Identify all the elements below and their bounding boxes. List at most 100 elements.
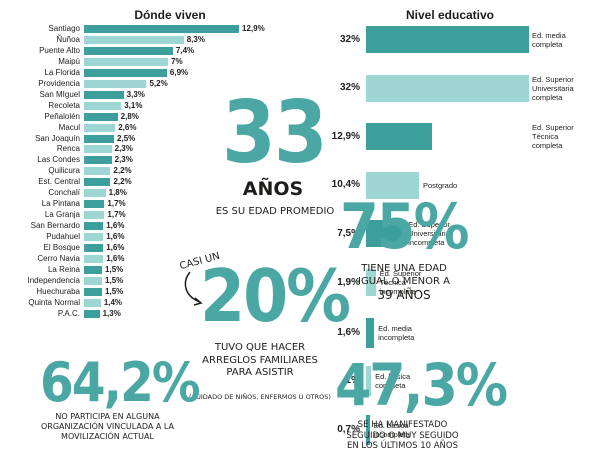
comuna-row: Las Condes 2,3% xyxy=(0,155,600,165)
education-label-line: Universitaria xyxy=(408,229,450,239)
comuna-label: La Florida xyxy=(44,67,80,77)
pct75-number: 75% xyxy=(340,190,470,263)
education-value-label: 12,9% xyxy=(331,130,360,142)
education-label: Ed. Superior Universitaria completa xyxy=(532,75,574,102)
comuna-bar xyxy=(84,79,147,88)
comuna-value-label: 2,2% xyxy=(113,177,132,187)
education-label: Ed. básica completa xyxy=(375,372,410,390)
comuna-label: Independencia xyxy=(27,275,81,285)
comuna-bar xyxy=(84,233,104,242)
comuna-value-label: 1,4% xyxy=(103,297,123,307)
comuna-label: Recoleta xyxy=(48,100,80,110)
age-average-number: 33 xyxy=(222,83,328,183)
comuna-row: El Bosque 1,6% xyxy=(0,243,600,253)
comuna-label: Cerro Navia xyxy=(37,253,80,263)
pct64-caption: NO PARTICIPA EN ALGUNA ORGANIZACIÓN VINC… xyxy=(35,412,180,442)
comuna-label: Maipú xyxy=(58,56,80,66)
comuna-row: La Florida 6,9% xyxy=(0,68,600,78)
education-label: Ed. media completa xyxy=(532,31,566,49)
education-value-label: 7,5% xyxy=(337,227,360,239)
comuna-label: Providencia xyxy=(38,78,80,88)
comuna-label: San MIguel xyxy=(39,89,80,99)
comuna-row: Maipú 7% xyxy=(0,57,600,67)
education-label-line: Ed. media xyxy=(532,30,566,40)
comuna-bar xyxy=(84,287,103,296)
education-value-label: 0,7% xyxy=(337,423,360,435)
comuna-value-label: 3,1% xyxy=(124,100,143,110)
education-label: Ed. media incompleta xyxy=(378,324,414,342)
comuna-bar xyxy=(84,200,105,209)
comuna-label: Huechuraba xyxy=(36,286,80,296)
comuna-label: Quinta Normal xyxy=(28,297,80,307)
education-bar xyxy=(366,220,405,248)
education-label-line: Ed. media xyxy=(378,323,412,333)
age-unit-label: AÑOS xyxy=(242,178,304,200)
comuna-value-label: 7% xyxy=(171,56,183,66)
comuna-bar xyxy=(84,35,184,44)
comuna-bar xyxy=(84,309,100,318)
comuna-bar xyxy=(84,178,111,187)
comuna-label: San Bernardo xyxy=(30,221,80,231)
pct64-caption-line: ORGANIZACIÓN VINCULADA A LA xyxy=(41,422,174,431)
pct47-number: 47,3% xyxy=(335,351,508,419)
education-label-line: incompleta xyxy=(373,429,410,439)
education-label: Ed. Superior Técnica completa xyxy=(532,123,574,150)
comuna-bar xyxy=(84,189,106,198)
comuna-value-label: 1,3% xyxy=(102,308,121,318)
comuna-value-label: 12,9% xyxy=(242,24,265,33)
education-label: Postgrado xyxy=(423,181,457,190)
education-label-line: completa xyxy=(532,141,563,151)
comuna-row: P.A.C. 1,3% xyxy=(0,309,600,319)
education-value-label: 10,4% xyxy=(331,179,360,191)
education-label-line: incompleta xyxy=(378,332,415,342)
education-label-line: Ed. Superior xyxy=(532,123,574,133)
comuna-label: Conchalí xyxy=(48,188,80,198)
education-value-label: 1,6% xyxy=(337,326,360,338)
education-label-line: completa xyxy=(532,92,563,102)
education-label-line: completa xyxy=(375,381,406,391)
comuna-row: La Reina 1,5% xyxy=(0,265,600,275)
comuna-value-label: 1,7% xyxy=(107,199,126,209)
comuna-value-label: 2,8% xyxy=(120,111,139,121)
comuna-value-label: 1,5% xyxy=(105,264,124,274)
curved-arrow-icon xyxy=(184,271,203,306)
education-label: Ed. Superior Técnica incompleta xyxy=(380,269,422,296)
comuna-value-label: 2,5% xyxy=(117,133,136,143)
education-value-label: 32% xyxy=(339,82,360,94)
comuna-value-label: 8,3% xyxy=(186,34,205,44)
pct20-number: 20% xyxy=(200,254,351,338)
comuna-value-label: 1,6% xyxy=(106,243,125,252)
comuna-bar xyxy=(84,90,124,99)
comuna-value-label: 5,2% xyxy=(149,78,168,88)
comuna-row: Conchalí 1,8% xyxy=(0,188,600,198)
education-value-label: 1,9% xyxy=(337,276,360,288)
pct47-caption-line: SEGUIDO O MUY SEGUIDO xyxy=(346,430,459,441)
pct20-caption: TUVO QUE HACER ARREGLOS FAMILIARES PARA … xyxy=(195,342,325,380)
comuna-value-label: 2,3% xyxy=(114,144,133,154)
right-chart-title: Nivel educativo xyxy=(405,8,495,22)
comuna-row: Quinta Normal 1,4% xyxy=(0,298,600,308)
comuna-bar xyxy=(84,68,167,77)
comuna-row: Providencia 5,2% xyxy=(0,79,600,89)
comuna-row: Santiago 12,9% xyxy=(0,24,600,34)
comuna-value-label: 7,4% xyxy=(175,45,195,55)
comuna-label: P.A.C. xyxy=(57,308,80,318)
education-bar xyxy=(366,123,432,151)
pct75-caption-line: IGUAL O MENOR A xyxy=(358,275,450,287)
education-label-line: Postgrado xyxy=(422,180,458,190)
comuna-label: Peñalolén xyxy=(44,111,80,121)
pct64-caption-line: NO PARTICIPA EN ALGUNA xyxy=(55,412,160,421)
education-label-line: completa xyxy=(532,39,563,49)
education-label-line: Técnica xyxy=(532,132,559,142)
comuna-row: Cerro Navia 1,6% xyxy=(0,254,600,264)
education-bar xyxy=(366,366,372,397)
education-bar xyxy=(366,414,370,445)
comuna-row: La Granja 1,7% xyxy=(0,210,600,220)
education-label-line: incompleta xyxy=(379,287,416,296)
pct20-caption-line: ARREGLOS FAMILIARES xyxy=(202,354,318,366)
comuna-label: Est. Central xyxy=(38,177,80,187)
comuna-bar xyxy=(84,112,118,121)
education-label-line: Ed. Superior xyxy=(408,220,450,230)
pct20-caption-line: TUVO QUE HACER xyxy=(214,342,306,353)
pct47-caption: SE HA MANIFESTADO SEGUIDO O MUY SEGUIDO … xyxy=(340,420,465,452)
